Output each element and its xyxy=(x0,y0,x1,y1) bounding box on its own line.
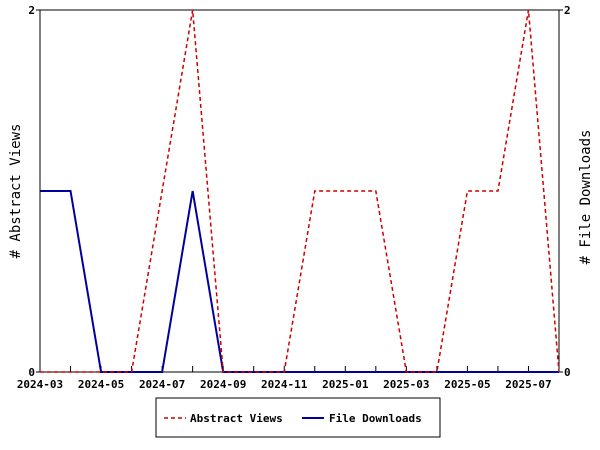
legend: Abstract Views File Downloads xyxy=(155,397,441,438)
y-tick-label-right: 0 xyxy=(564,366,571,379)
legend-label-abstract-views: Abstract Views xyxy=(190,412,283,425)
y-axis-title-right: # File Downloads xyxy=(578,130,594,265)
x-tick-label: 2024-05 xyxy=(78,378,124,391)
x-tick-label: 2025-07 xyxy=(505,378,551,391)
x-tick-label: 2024-11 xyxy=(261,378,308,391)
x-tick-label: 2024-03 xyxy=(17,378,63,391)
series-layer xyxy=(40,9,560,373)
y-axis-title-left: # Abstract Views xyxy=(8,124,24,259)
y-axis-ticks: 0 0 2 2 xyxy=(28,4,570,379)
plot-area xyxy=(39,9,560,373)
x-tick-label: 2024-07 xyxy=(139,378,185,391)
y-tick-label-left: 2 xyxy=(28,4,35,17)
x-tick-label: 2025-05 xyxy=(444,378,490,391)
x-tick-label: 2025-03 xyxy=(383,378,429,391)
y-tick-label-right: 2 xyxy=(564,4,571,17)
x-tick-label: 2025-01 xyxy=(322,378,369,391)
x-tick-label: 2024-09 xyxy=(200,378,246,391)
legend-label-file-downloads: File Downloads xyxy=(329,412,422,425)
legend-box xyxy=(155,397,441,438)
y-tick-label-left: 0 xyxy=(28,366,35,379)
x-axis-ticks: 2024-03 2024-05 2024-07 2024-09 2024-11 2025-… xyxy=(17,366,560,391)
series-line-abstract-views xyxy=(40,9,560,373)
